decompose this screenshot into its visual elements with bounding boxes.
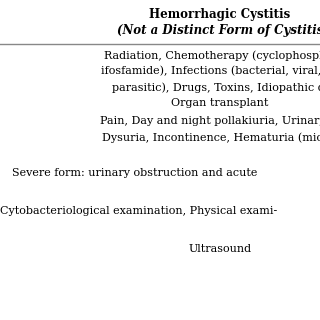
Text: Severe form: urinary obstruction and acute: Severe form: urinary obstruction and acu…: [12, 168, 257, 178]
Text: Dysuria, Incontinence, Hematuria (micro-: Dysuria, Incontinence, Hematuria (micro-: [102, 132, 320, 143]
Text: Organ transplant: Organ transplant: [171, 98, 269, 108]
Text: parasitic), Drugs, Toxins, Idiopathic d-: parasitic), Drugs, Toxins, Idiopathic d-: [112, 82, 320, 92]
Text: (Not a Distinct Form of Cystitis: (Not a Distinct Form of Cystitis: [117, 24, 320, 37]
Text: ifosfamide), Infections (bacterial, viral, fu-: ifosfamide), Infections (bacterial, vira…: [100, 66, 320, 76]
Text: Hemorrhagic Cystitis: Hemorrhagic Cystitis: [149, 8, 291, 21]
Text: Radiation, Chemotherapy (cyclophospha-: Radiation, Chemotherapy (cyclophospha-: [104, 50, 320, 60]
Text: Pain, Day and night pollakiuria, Urinary u-: Pain, Day and night pollakiuria, Urinary…: [100, 116, 320, 126]
Text: Cytobacteriological examination, Physical exami-: Cytobacteriological examination, Physica…: [0, 206, 277, 216]
Text: Ultrasound: Ultrasound: [188, 244, 252, 254]
